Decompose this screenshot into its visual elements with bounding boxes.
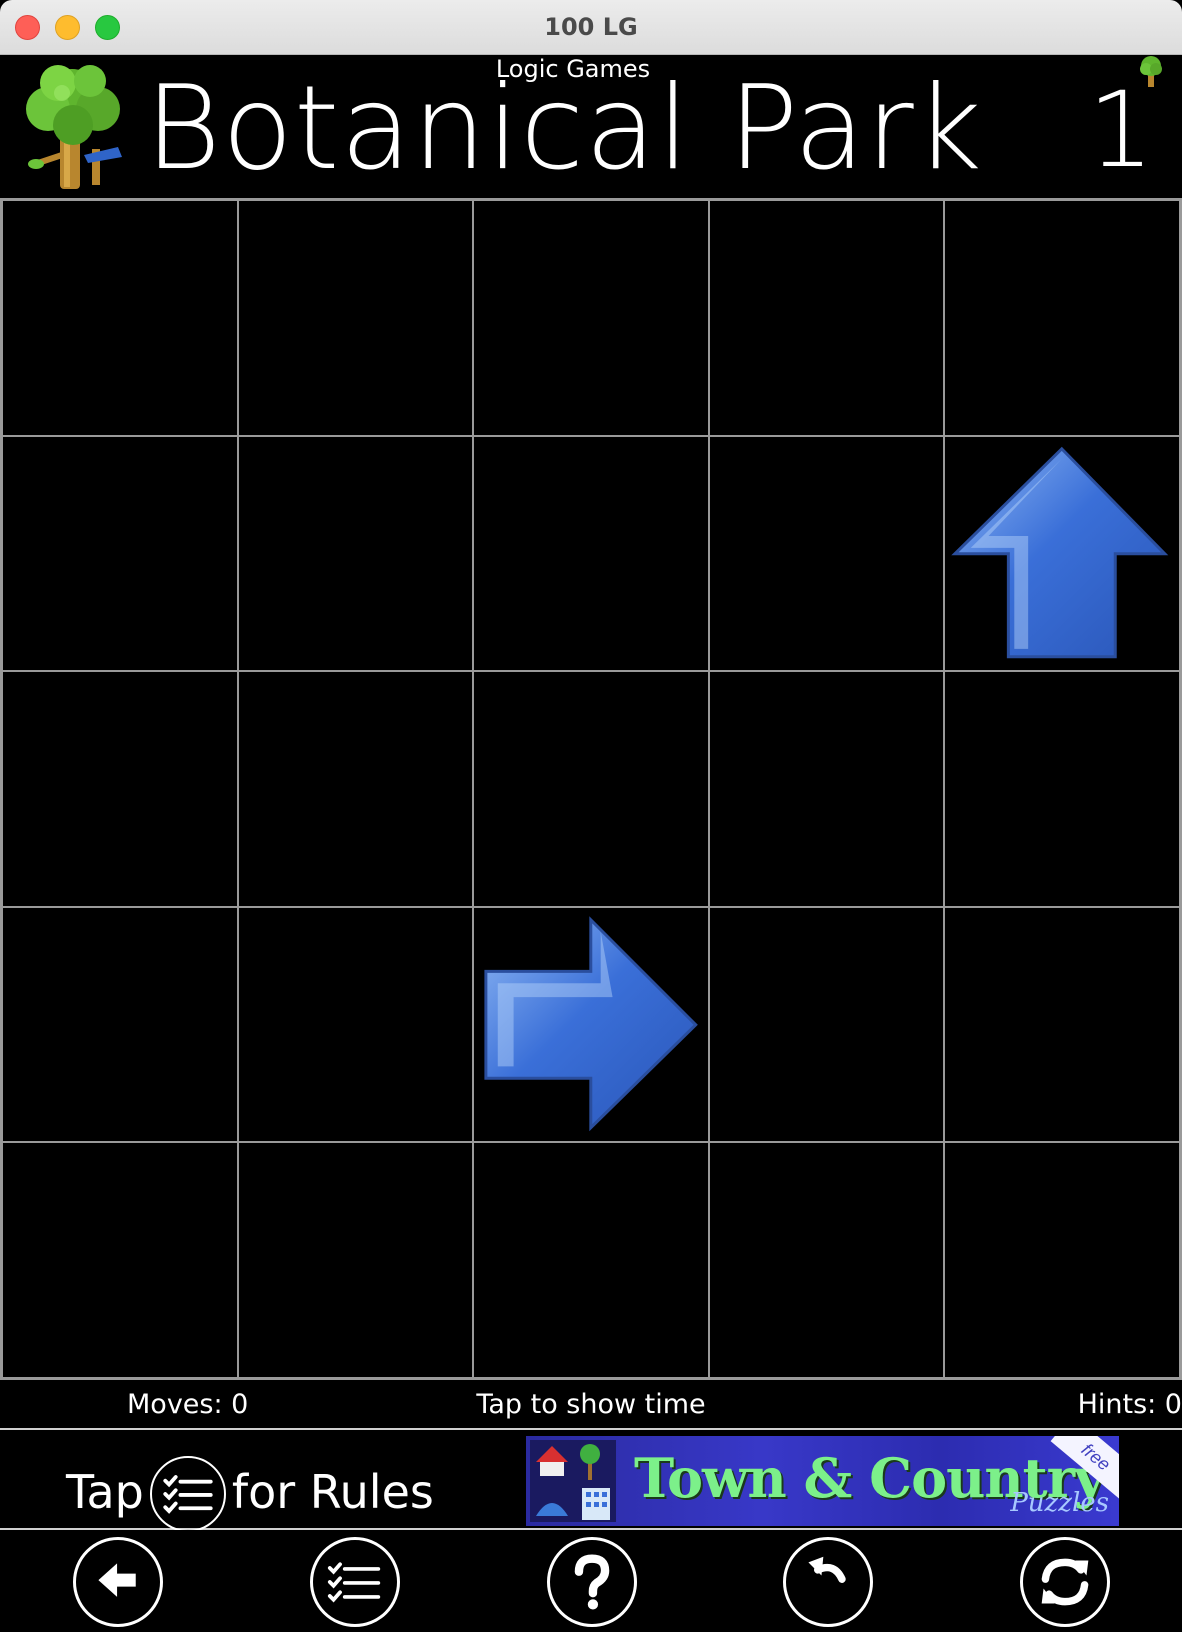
status-bar: Moves: 0 Tap to show time Hints: 0 xyxy=(0,1382,1182,1428)
tree-icon xyxy=(26,65,122,189)
board-cell-r5-c3[interactable] xyxy=(473,1142,709,1378)
board-cell-r2-c5[interactable] xyxy=(944,435,1180,672)
rules-hint-prefix: Tap xyxy=(66,1465,144,1519)
board-cell-r3-c4[interactable] xyxy=(708,671,945,907)
board-cell-r4-c1[interactable] xyxy=(2,906,238,1143)
board-cell-r4-c5[interactable] xyxy=(944,906,1180,1143)
game-board xyxy=(0,198,1182,1380)
board-cell-r5-c5[interactable] xyxy=(944,1142,1180,1378)
window-title: 100 LG xyxy=(544,13,638,41)
game-header: Logic Games Botanical Park 1 xyxy=(0,55,1182,198)
board-cell-r4-c3[interactable] xyxy=(473,906,709,1143)
checklist-icon xyxy=(327,1562,381,1603)
board-cell-r5-c2[interactable] xyxy=(237,1142,474,1378)
tree-icon xyxy=(1140,56,1162,87)
board-cell-r1-c5[interactable] xyxy=(944,200,1180,436)
close-window-button[interactable] xyxy=(15,15,40,40)
checklist-icon xyxy=(149,1456,226,1532)
board-cell-r3-c2[interactable] xyxy=(237,671,474,907)
rules-hint-suffix: for Rules xyxy=(231,1465,434,1519)
board-cell-r3-c5[interactable] xyxy=(944,671,1180,907)
ad-subtitle: Puzzles xyxy=(1010,1488,1109,1518)
board-cell-r1-c3[interactable] xyxy=(473,200,709,436)
zoom-window-button[interactable] xyxy=(95,15,120,40)
question-icon xyxy=(574,1554,610,1610)
info-band: Tap for Rules Town & Country Puzzles fre… xyxy=(0,1428,1182,1532)
board-cell-r2-c2[interactable] xyxy=(237,435,474,672)
ad-title: Town & Country xyxy=(634,1446,1105,1510)
board-cell-r4-c2[interactable] xyxy=(237,906,474,1143)
level-number: 1 xyxy=(1087,69,1154,191)
ad-banner[interactable]: Town & Country Puzzles free xyxy=(526,1436,1119,1526)
board-cell-r2-c4[interactable] xyxy=(708,435,945,672)
board-cell-r2-c3[interactable] xyxy=(473,435,709,672)
game-title: Botanical Park xyxy=(145,61,983,196)
board-cell-r3-c3[interactable] xyxy=(473,671,709,907)
rules-button[interactable] xyxy=(310,1537,400,1627)
arrow-left-icon xyxy=(98,1563,136,1597)
timer-toggle[interactable]: Tap to show time xyxy=(476,1389,706,1420)
board-cell-r4-c4[interactable] xyxy=(708,906,945,1143)
moves-counter: Moves: 0 xyxy=(127,1389,249,1420)
help-button[interactable] xyxy=(547,1537,637,1627)
window-titlebar: 100 LG xyxy=(0,0,1182,55)
undo-button[interactable] xyxy=(783,1537,873,1627)
arrow-right-icon xyxy=(484,916,699,1132)
board-cell-r5-c4[interactable] xyxy=(708,1142,945,1378)
arrow-up-icon xyxy=(951,446,1169,658)
restart-button[interactable] xyxy=(1020,1537,1110,1627)
board-cell-r1-c4[interactable] xyxy=(708,200,945,436)
rules-hint[interactable]: Tap for Rules xyxy=(66,1454,434,1532)
undo-icon xyxy=(808,1556,846,1583)
back-button[interactable] xyxy=(73,1537,163,1627)
board-cell-r1-c2[interactable] xyxy=(237,200,474,436)
town-icons xyxy=(530,1440,616,1522)
bottom-toolbar xyxy=(0,1530,1182,1632)
hints-counter: Hints: 0 xyxy=(1077,1389,1182,1420)
board-cell-r3-c1[interactable] xyxy=(2,671,238,907)
refresh-icon xyxy=(1041,1558,1089,1606)
minimize-window-button[interactable] xyxy=(55,15,80,40)
app-subtitle: Logic Games xyxy=(495,55,651,83)
board-cell-r2-c1[interactable] xyxy=(2,435,238,672)
board-cell-r5-c1[interactable] xyxy=(2,1142,238,1378)
board-cell-r1-c1[interactable] xyxy=(2,200,238,436)
